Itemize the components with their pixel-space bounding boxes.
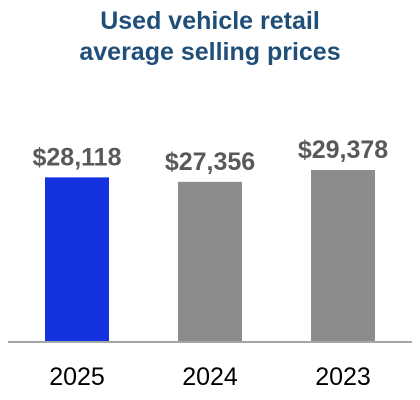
value-label-2025: $28,118: [33, 143, 122, 171]
bar-2025: [45, 177, 109, 342]
chart-title-line-1: Used vehicle retail: [100, 7, 320, 35]
chart-title: Used vehicle retail average selling pric…: [0, 6, 420, 68]
category-label-2024: 2024: [182, 363, 238, 391]
category-label-2023: 2023: [315, 363, 371, 391]
chart-title-line-2: average selling prices: [79, 38, 341, 66]
value-labels-group: $28,118 $27,356 $29,378: [33, 136, 389, 176]
category-labels-group: 2025 2024 2023: [49, 363, 371, 391]
bar-2024: [178, 181, 242, 342]
category-label-2025: 2025: [49, 363, 105, 391]
bar-2023: [311, 170, 375, 342]
bars-group: [45, 170, 375, 342]
value-label-2024: $27,356: [165, 148, 255, 176]
value-label-2023: $29,378: [298, 136, 388, 164]
